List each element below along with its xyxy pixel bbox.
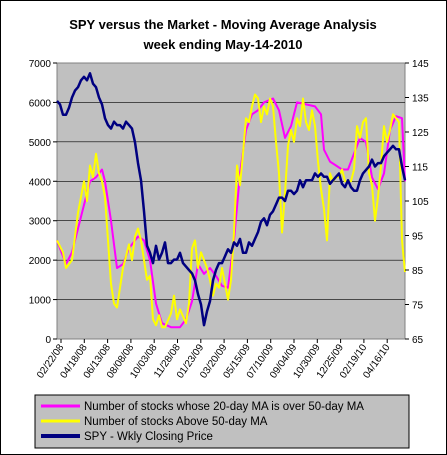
chart-title: SPY versus the Market - Moving Average A… <box>69 17 377 32</box>
legend-label-above-50: Number of stocks Above 50-day MA <box>84 416 268 428</box>
right-tick-label: 85 <box>412 266 424 277</box>
left-tick-label: 4000 <box>29 177 52 188</box>
series-20-over-50-line <box>56 97 406 329</box>
right-tick-label: 145 <box>412 59 429 70</box>
series-spy-price-line <box>56 72 407 327</box>
right-tick-label: 125 <box>412 128 429 139</box>
left-axis: 0 1000 2000 3000 4000 5000 6000 7000 <box>29 59 57 346</box>
left-tick-label: 1000 <box>29 296 52 307</box>
series-above-50-line <box>56 93 406 329</box>
x-axis: 02/22/0804/18/0806/13/0808/08/0810/03/08… <box>35 339 393 381</box>
right-tick-label: 75 <box>412 301 424 312</box>
left-tick-label: 3000 <box>29 217 52 228</box>
legend-box <box>34 394 410 449</box>
legend-label-spy: SPY - Wkly Closing Price <box>84 431 213 443</box>
legend-label-20-over-50: Number of stocks whose 20-day MA is over… <box>84 401 364 413</box>
left-tick-label: 7000 <box>29 59 52 70</box>
legend: Number of stocks whose 20-day MA is over… <box>34 394 410 449</box>
left-tick-label: 5000 <box>29 138 52 149</box>
plot-area <box>56 62 406 340</box>
right-tick-label: 105 <box>412 197 429 208</box>
right-tick-label: 115 <box>412 163 428 174</box>
chart-subtitle: week ending May-14-2010 <box>143 37 303 52</box>
right-tick-label: 65 <box>412 335 424 346</box>
left-tick-label: 6000 <box>29 98 52 109</box>
left-tick-label: 2000 <box>29 256 52 267</box>
right-tick-label: 135 <box>412 94 429 105</box>
right-axis: 65 75 85 95 105 115 125 135 145 <box>405 59 429 346</box>
series-lines <box>56 72 407 329</box>
left-tick-label: 0 <box>45 335 51 346</box>
right-tick-label: 95 <box>412 232 424 243</box>
